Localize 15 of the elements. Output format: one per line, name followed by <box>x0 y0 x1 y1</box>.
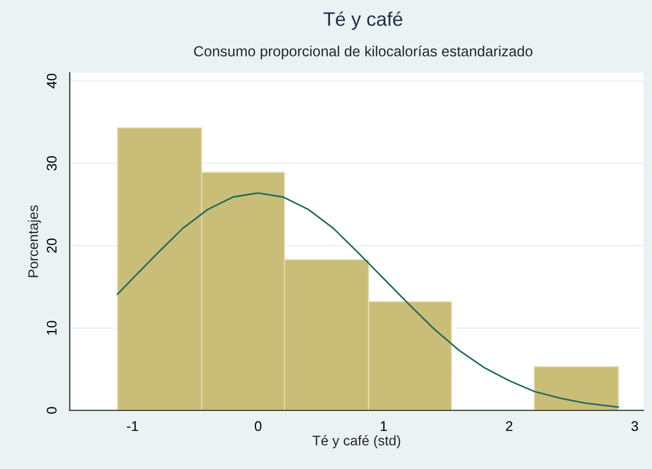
x-tick-label: 2 <box>506 421 512 431</box>
chart-title: Té y café <box>324 11 402 30</box>
y-tick-label: 40 <box>46 74 57 88</box>
x-tick-label: 1 <box>380 421 387 431</box>
y-tick-label: 30 <box>46 156 57 170</box>
chart-subtitle: Consumo proporcional de kilocalorías estandarizado <box>194 46 532 60</box>
x-axis-title: Té y café (std) <box>312 435 400 448</box>
x-tick-label: -1 <box>126 421 138 431</box>
y-tick-label: 0 <box>46 407 57 414</box>
y-axis-title: Porcentajes <box>28 205 41 278</box>
x-tick-label: 3 <box>631 421 638 431</box>
line-series <box>116 192 620 408</box>
x-tick-label: 0 <box>254 421 262 431</box>
y-tick-label: 10 <box>46 320 57 335</box>
y-tick-label: 20 <box>46 238 57 253</box>
